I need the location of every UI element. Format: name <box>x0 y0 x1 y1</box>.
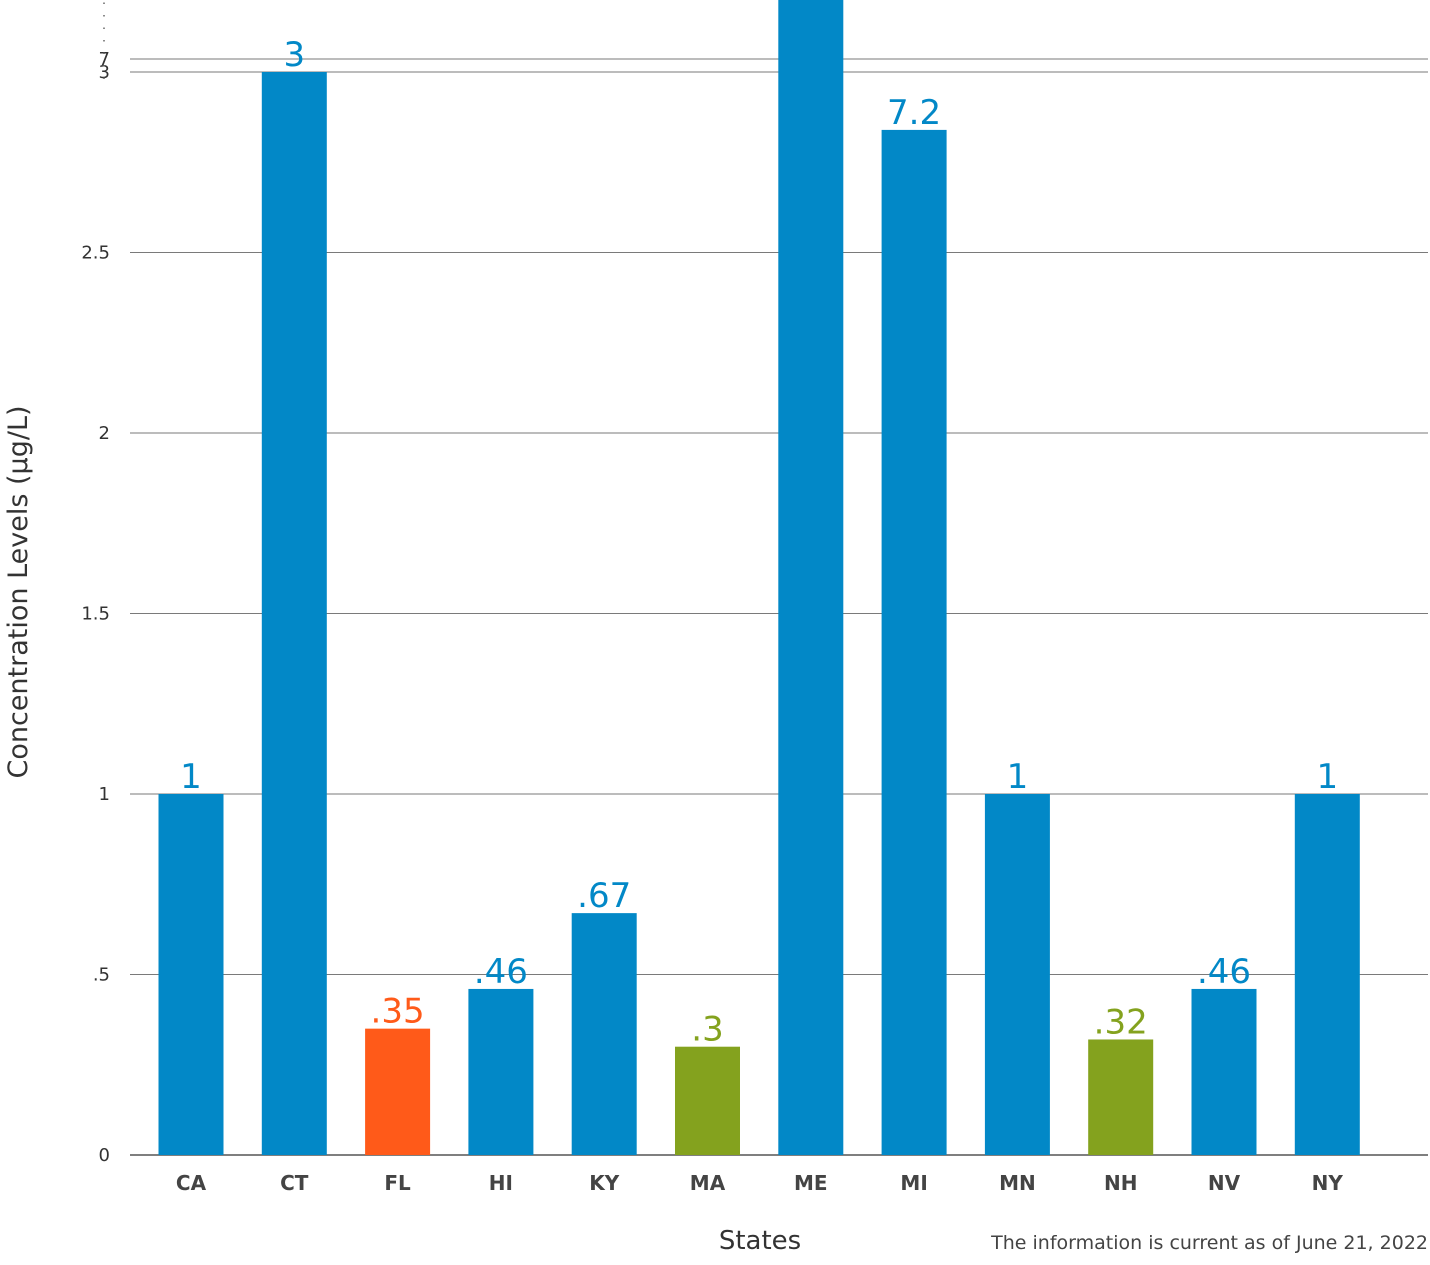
y-tick-label: .5 <box>93 965 110 986</box>
x-tick-label: MN <box>999 1171 1036 1195</box>
x-tick-label: NH <box>1104 1171 1137 1195</box>
x-axis-label: States <box>718 1226 802 1256</box>
x-tick-label: MA <box>690 1171 726 1195</box>
data-label: .32 <box>1094 1002 1148 1042</box>
info-note: The information is current as of June 21… <box>991 1232 1428 1254</box>
data-label: .67 <box>577 876 631 916</box>
data-label: 3 <box>283 35 305 75</box>
bar <box>571 913 637 1155</box>
y-tick-label: 2 <box>99 423 110 444</box>
bar <box>881 129 947 1155</box>
x-tick-label: ME <box>794 1171 828 1195</box>
x-tick-label: CA <box>176 1171 207 1195</box>
bar <box>365 1028 431 1155</box>
data-labels: 13.35.46.67.34.67.21.32.461 <box>180 35 1338 1050</box>
bar <box>468 988 534 1155</box>
y-tick-label: 0 <box>99 1145 110 1166</box>
x-tick-label: MI <box>900 1171 927 1195</box>
data-label: 1 <box>180 757 202 797</box>
y-axis-label: Concentration Levels (µg/L) <box>3 405 34 778</box>
x-tick-label: NY <box>1312 1171 1344 1195</box>
bar <box>984 794 1050 1155</box>
data-label: 1 <box>1316 757 1338 797</box>
x-tick-label: CT <box>280 1171 309 1195</box>
y-tick-label: 3 <box>99 62 110 83</box>
bar <box>778 0 844 1155</box>
bar <box>158 794 224 1155</box>
x-tick-label: KY <box>589 1171 619 1195</box>
data-label: 1 <box>1007 757 1029 797</box>
bar <box>675 1046 740 1155</box>
data-label: .3 <box>691 1010 723 1050</box>
data-label: .46 <box>1197 952 1251 992</box>
y-tick-label: 2.5 <box>81 243 110 264</box>
bar <box>1294 794 1360 1155</box>
x-tick-label: HI <box>489 1171 513 1195</box>
y-tick-label: 1.5 <box>81 604 110 625</box>
bar <box>1088 1039 1154 1155</box>
y-tick-label: 7 <box>99 49 110 70</box>
x-tick-label: NV <box>1208 1171 1241 1195</box>
data-label: 7.2 <box>887 93 941 133</box>
data-label: .46 <box>474 952 528 992</box>
y-tick-label: 1 <box>99 784 110 805</box>
data-label: .35 <box>371 992 425 1032</box>
bar <box>261 72 327 1155</box>
x-axis-categories: CA CT FL HI KY MA ME MI MN NH NV NY <box>176 1171 1343 1195</box>
bar <box>1191 988 1257 1155</box>
y-axis-ticks: 0.511.522.533.544.557 <box>81 0 110 1166</box>
bars <box>158 0 1360 1155</box>
x-tick-label: FL <box>384 1171 411 1195</box>
